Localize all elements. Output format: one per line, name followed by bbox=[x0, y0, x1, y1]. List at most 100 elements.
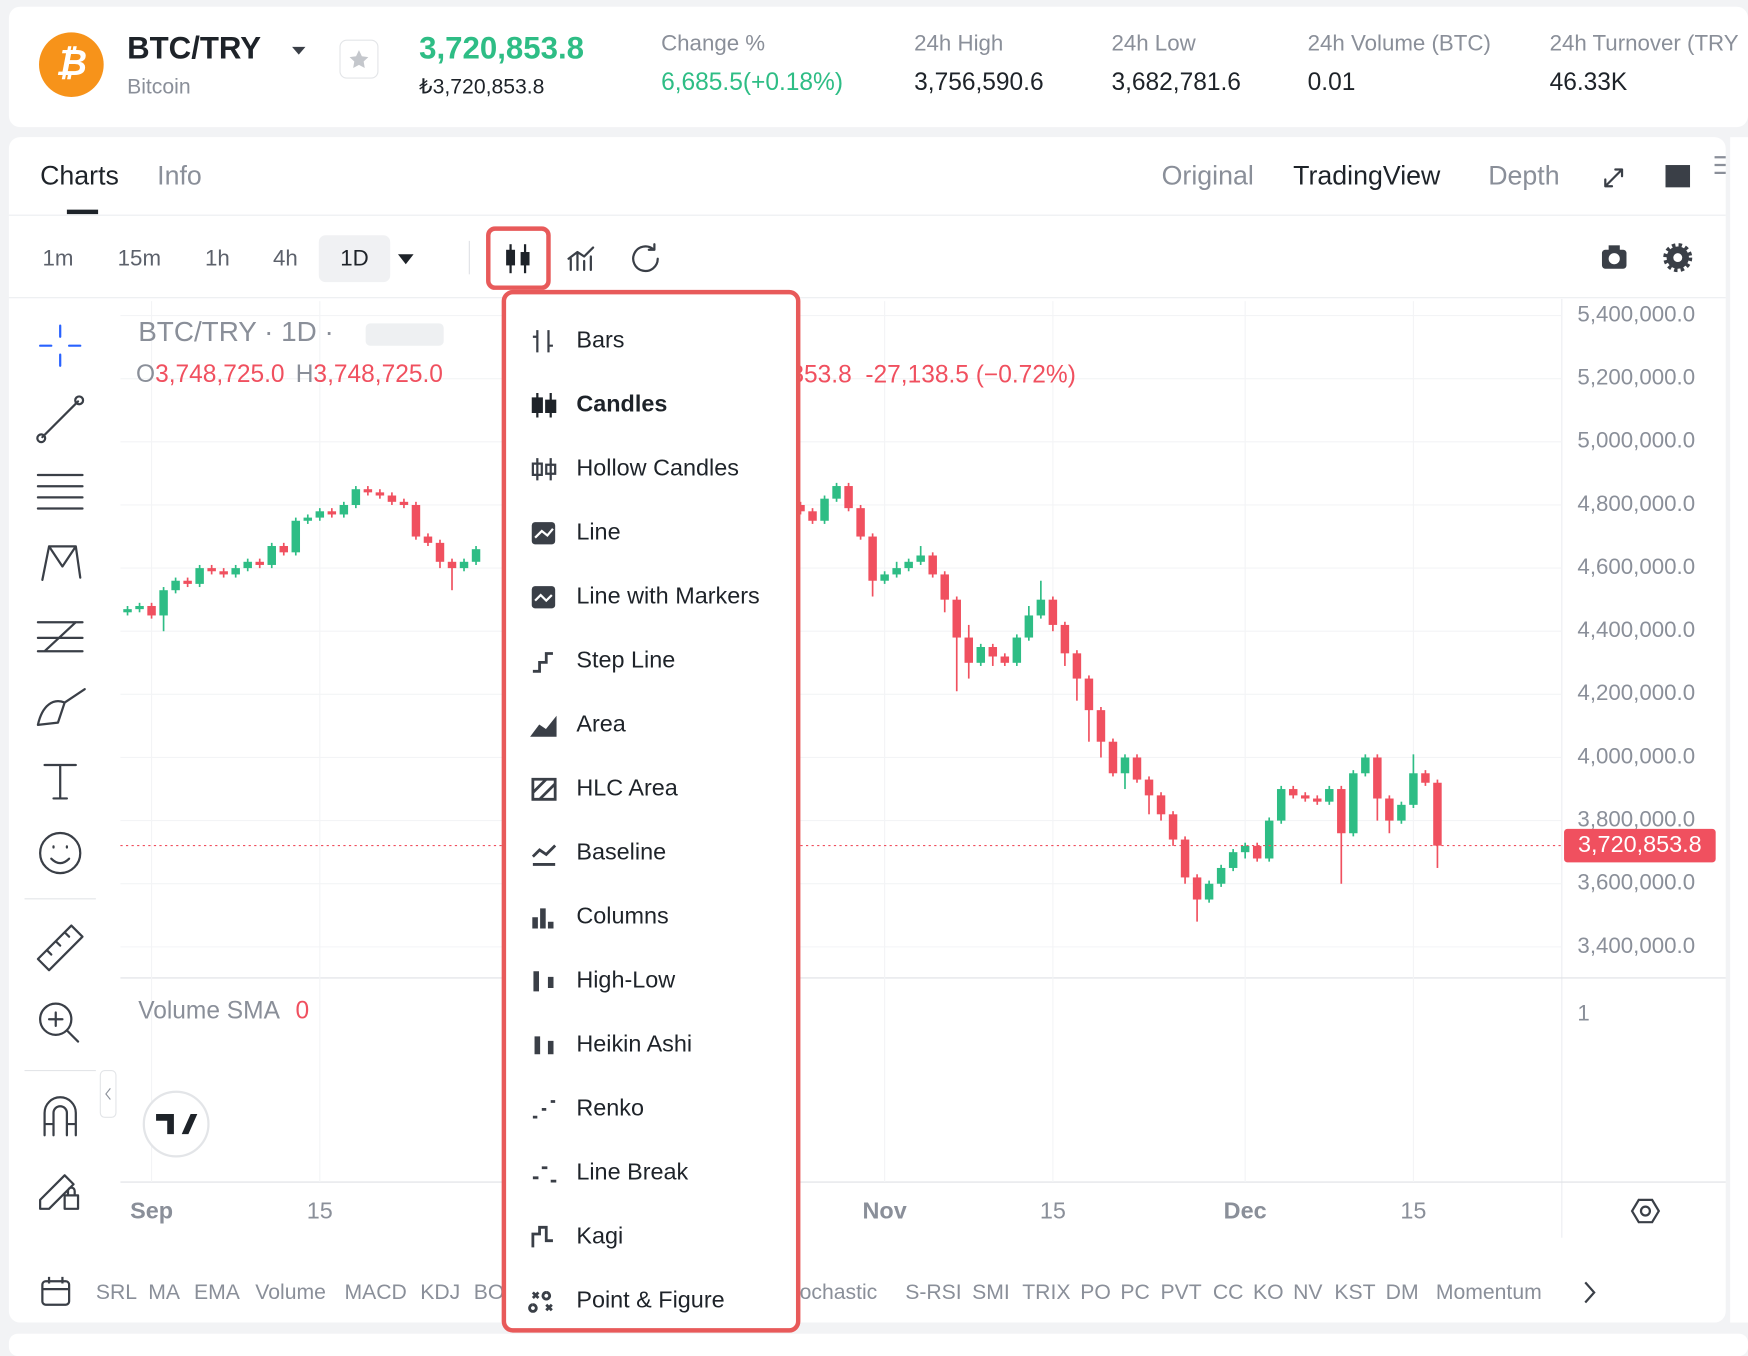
active-tab-underline bbox=[66, 209, 99, 215]
trendline-tool[interactable] bbox=[41, 400, 80, 439]
settings-icon[interactable] bbox=[1663, 243, 1693, 273]
indicator[interactable]: BO bbox=[474, 1281, 505, 1304]
indicator[interactable]: MACD bbox=[344, 1281, 406, 1304]
candle-body bbox=[1204, 883, 1214, 900]
chart-type-option[interactable]: HLC Area bbox=[576, 774, 678, 800]
candle-body bbox=[1325, 789, 1334, 802]
tab[interactable]: Charts bbox=[40, 160, 119, 190]
indicator-scroll[interactable] bbox=[1584, 1281, 1596, 1304]
ruler-tool[interactable] bbox=[36, 924, 84, 972]
candle-body bbox=[411, 504, 421, 537]
view-tab[interactable]: TradingView bbox=[1293, 160, 1441, 190]
timeframe[interactable]: 15m bbox=[118, 246, 161, 271]
chart-type-option[interactable]: Step Line bbox=[576, 646, 675, 672]
indicator[interactable]: tochastic bbox=[794, 1281, 878, 1304]
chart-type-option[interactable]: Heikin Ashi bbox=[576, 1031, 692, 1057]
indicator[interactable]: KST bbox=[1334, 1281, 1375, 1304]
magnet-tool[interactable] bbox=[43, 1096, 77, 1137]
indicator[interactable]: KDJ bbox=[420, 1281, 460, 1304]
indicator[interactable]: DM bbox=[1386, 1281, 1419, 1304]
indicator[interactable]: SRL bbox=[96, 1281, 137, 1304]
coin-logo bbox=[39, 32, 104, 98]
candle-body bbox=[1301, 795, 1310, 799]
pattern-tool[interactable] bbox=[41, 545, 82, 581]
replay-icon[interactable] bbox=[632, 243, 659, 273]
text-tool[interactable] bbox=[43, 763, 77, 800]
indicator[interactable]: PO bbox=[1080, 1281, 1111, 1304]
plot: 3,400,000.0 3,600,000.0 3,800,000.0 4,000,0… bbox=[120, 301, 1716, 1223]
symbol[interactable]: BTC/TRY bbox=[127, 30, 261, 65]
indicator[interactable]: PVT bbox=[1161, 1281, 1202, 1304]
crosshair-tool[interactable] bbox=[39, 324, 82, 367]
timeframe[interactable]: 4h bbox=[273, 246, 298, 271]
chart-type-option[interactable]: Columns bbox=[576, 902, 668, 928]
indicators-icon[interactable] bbox=[567, 246, 595, 271]
view-tab[interactable]: Depth bbox=[1488, 160, 1559, 190]
fullscreen-icon[interactable] bbox=[1604, 168, 1624, 188]
camera-icon[interactable] bbox=[1601, 245, 1627, 269]
timeframe-dropdown[interactable] bbox=[397, 254, 414, 265]
indicator[interactable]: SMI bbox=[972, 1281, 1010, 1304]
chart-type-option[interactable]: Candles bbox=[576, 390, 667, 416]
timeframe[interactable]: 1D bbox=[340, 246, 368, 271]
chart-type-option[interactable]: Hollow Candles bbox=[576, 454, 739, 480]
view-tab[interactable]: Original bbox=[1162, 160, 1254, 190]
candle-body bbox=[1313, 798, 1322, 802]
indicator[interactable]: S-RSI bbox=[905, 1281, 961, 1304]
price-tag: 3,720,853.8 bbox=[1578, 831, 1702, 857]
chart-type-option[interactable]: Renko bbox=[576, 1095, 644, 1121]
candle-body bbox=[796, 504, 805, 512]
candle-body bbox=[183, 580, 192, 584]
layout-icon[interactable] bbox=[1665, 165, 1691, 188]
indicator[interactable]: Momentum bbox=[1436, 1281, 1542, 1304]
calendar-icon[interactable] bbox=[41, 1276, 71, 1306]
indicator[interactable]: PC bbox=[1120, 1281, 1149, 1304]
price-tick-label: 3,800,000.0 bbox=[1577, 807, 1695, 832]
chart-type-button[interactable] bbox=[486, 226, 551, 290]
projection-tool[interactable] bbox=[36, 621, 84, 653]
candle-body bbox=[964, 637, 973, 663]
chart-type-option[interactable]: Kagi bbox=[576, 1223, 623, 1249]
icon bbox=[531, 392, 557, 418]
volume-tick-label: 1 bbox=[1577, 1001, 1589, 1026]
candle-body bbox=[375, 492, 385, 496]
chart-type-option[interactable]: Line Break bbox=[576, 1159, 688, 1185]
candle-body bbox=[147, 605, 156, 616]
zoom-tool[interactable] bbox=[39, 1002, 73, 1036]
collapse-toolbar[interactable] bbox=[99, 1069, 117, 1118]
candle-body bbox=[1216, 867, 1226, 884]
chart-type-menu bbox=[501, 289, 801, 1333]
chart-type-option[interactable]: Line bbox=[576, 518, 620, 544]
candle-body bbox=[315, 511, 325, 518]
lock-tool[interactable] bbox=[39, 1174, 80, 1210]
time-tick-label: Sep bbox=[130, 1197, 173, 1223]
chart-type-option[interactable]: High-Low bbox=[576, 967, 675, 993]
indicator[interactable]: CC bbox=[1213, 1281, 1244, 1304]
chart-type-option[interactable]: Bars bbox=[576, 326, 624, 352]
time-axis-settings[interactable] bbox=[1630, 1198, 1661, 1224]
indicator[interactable]: KO bbox=[1253, 1281, 1284, 1304]
fib-tool[interactable] bbox=[36, 473, 84, 510]
indicator[interactable]: MA bbox=[148, 1281, 181, 1304]
time-tick-label: Nov bbox=[863, 1197, 907, 1223]
timeframe[interactable]: 1h bbox=[205, 246, 230, 271]
menu-icon[interactable] bbox=[1714, 156, 1726, 174]
tab[interactable]: Info bbox=[157, 160, 202, 190]
indicator[interactable]: EMA bbox=[194, 1281, 241, 1304]
timeframe[interactable]: 1m bbox=[42, 246, 73, 271]
candle-body bbox=[1288, 789, 1298, 796]
chart-type-option[interactable]: Area bbox=[576, 710, 626, 736]
emoji-tool[interactable] bbox=[39, 831, 82, 875]
brush-tool[interactable] bbox=[36, 688, 86, 726]
candle-body bbox=[1180, 839, 1190, 878]
candle-body bbox=[423, 536, 433, 543]
indicator[interactable]: NV bbox=[1293, 1281, 1323, 1304]
chart-type-option[interactable]: Point & Figure bbox=[576, 1287, 724, 1313]
symbol-dropdown[interactable] bbox=[292, 46, 306, 55]
chart-type-option[interactable]: Line with Markers bbox=[576, 582, 759, 608]
tv-logo[interactable] bbox=[142, 1090, 210, 1158]
indicator[interactable]: Volume bbox=[255, 1281, 326, 1304]
icon bbox=[532, 652, 553, 673]
chart-type-option[interactable]: Baseline bbox=[576, 838, 666, 864]
indicator[interactable]: TRIX bbox=[1022, 1281, 1070, 1304]
